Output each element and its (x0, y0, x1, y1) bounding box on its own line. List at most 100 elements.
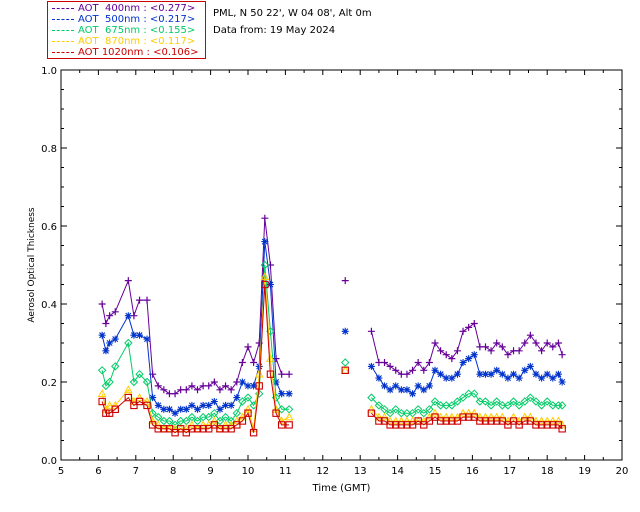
data-point (493, 339, 501, 347)
data-point (526, 412, 535, 421)
data-point (392, 366, 400, 374)
data-point (165, 405, 173, 413)
data-point (260, 272, 270, 280)
legend-entry: AOT 400nm : <0.277> (52, 3, 195, 14)
data-point (154, 425, 162, 433)
data-point (554, 421, 563, 429)
data-point (520, 412, 530, 421)
data-point (188, 382, 196, 390)
data-point (381, 359, 389, 366)
data-point (430, 397, 440, 406)
data-point (165, 425, 174, 433)
data-point (244, 382, 252, 390)
data-point (210, 398, 218, 405)
data-point (210, 378, 218, 386)
data-point (244, 409, 252, 417)
data-point (403, 421, 411, 429)
data-point (278, 370, 286, 378)
data-point (124, 277, 132, 285)
data-point (160, 386, 168, 394)
data-point (526, 393, 535, 402)
data-point (198, 420, 208, 429)
data-point (244, 343, 252, 351)
data-point (498, 417, 507, 425)
data-point (249, 428, 258, 437)
data-point (111, 335, 119, 343)
x-tick-label: 13 (354, 466, 367, 477)
legend-label: AOT 1020nm : <0.106> (78, 47, 199, 58)
data-point (543, 421, 551, 429)
data-point (143, 335, 151, 343)
data-point (187, 420, 197, 429)
data-point (409, 390, 417, 398)
data-point (375, 417, 383, 425)
data-point (498, 370, 506, 378)
legend: AOT 400nm : <0.277> AOT 500nm : <0.217> AO… (47, 1, 206, 59)
x-tick-label: 14 (391, 466, 404, 477)
data-point (476, 417, 484, 425)
x-tick-label: 16 (466, 466, 479, 477)
data-point (209, 416, 219, 425)
data-point (266, 370, 275, 378)
data-point (105, 377, 114, 387)
legend-line-icon (52, 18, 74, 20)
data-point (340, 365, 350, 374)
data-point (554, 416, 563, 425)
data-point (216, 386, 224, 394)
series-line (101, 241, 290, 414)
data-point (233, 421, 241, 429)
data-point (548, 416, 558, 425)
data-point (498, 343, 506, 351)
data-point (447, 401, 457, 410)
data-point (188, 401, 196, 409)
data-point (487, 370, 495, 378)
data-point (285, 370, 293, 378)
data-point (542, 416, 552, 425)
data-point (367, 362, 375, 370)
data-point (266, 281, 274, 288)
x-tick-label: 7 (133, 466, 139, 477)
data-point (391, 416, 401, 425)
data-point (226, 420, 236, 429)
data-point (453, 412, 462, 421)
data-point (538, 374, 546, 382)
data-point (453, 370, 461, 378)
data-point (204, 420, 214, 429)
data-point (504, 351, 512, 359)
data-point (396, 416, 406, 425)
data-point (238, 412, 247, 421)
data-point (475, 412, 485, 421)
data-point (380, 417, 389, 425)
data-point (492, 397, 501, 406)
site-info: PML, N 50 22', W 04 08', Alt 0m (213, 8, 372, 19)
data-point (448, 355, 456, 363)
data-point (458, 408, 468, 417)
data-point (504, 374, 512, 382)
legend-entry: AOT 870nm : <0.117> (52, 36, 195, 47)
data-point (98, 300, 106, 308)
data-point (453, 347, 461, 355)
data-point (272, 355, 280, 363)
data-point (232, 416, 242, 425)
data-point (402, 416, 412, 425)
data-point (448, 417, 456, 425)
data-point (105, 409, 114, 417)
data-point (403, 370, 411, 378)
data-point (97, 389, 107, 397)
data-point (481, 417, 490, 425)
data-point (470, 389, 479, 398)
data-point (222, 401, 230, 409)
data-point (436, 417, 445, 425)
data-point (414, 417, 422, 425)
data-point (437, 370, 445, 378)
data-point (386, 421, 394, 429)
data-point (453, 397, 462, 406)
data-point (210, 421, 219, 429)
data-point (515, 347, 523, 355)
data-point (521, 339, 529, 347)
data-point (135, 397, 144, 406)
data-point (154, 382, 162, 390)
data-point (160, 425, 168, 433)
x-tick-label: 5 (58, 466, 64, 477)
data-point (554, 401, 563, 410)
